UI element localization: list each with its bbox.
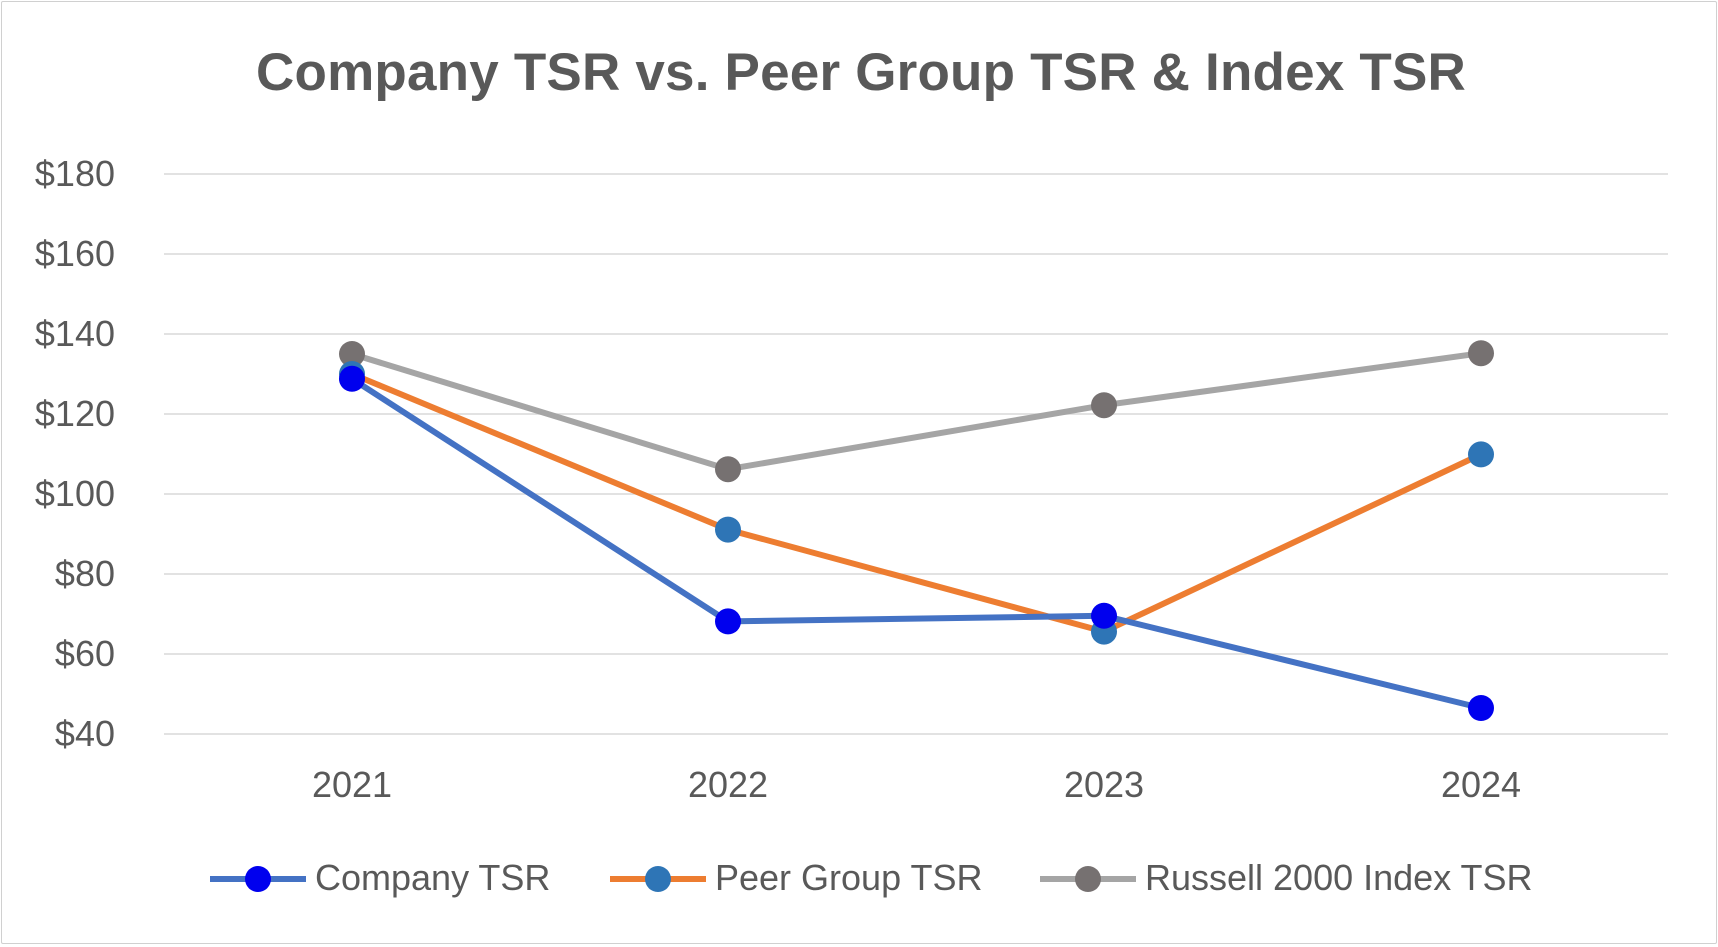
svg-text:2021: 2021	[312, 764, 392, 805]
svg-text:$140: $140	[35, 313, 115, 354]
svg-text:2022: 2022	[688, 764, 768, 805]
svg-text:$100: $100	[35, 473, 115, 514]
svg-text:$60: $60	[55, 633, 115, 674]
svg-text:$80: $80	[55, 553, 115, 594]
svg-text:$120: $120	[35, 393, 115, 434]
svg-text:2024: 2024	[1441, 764, 1521, 805]
svg-text:$40: $40	[55, 713, 115, 754]
svg-text:$160: $160	[35, 233, 115, 274]
svg-text:2023: 2023	[1064, 764, 1144, 805]
svg-text:$180: $180	[35, 153, 115, 194]
